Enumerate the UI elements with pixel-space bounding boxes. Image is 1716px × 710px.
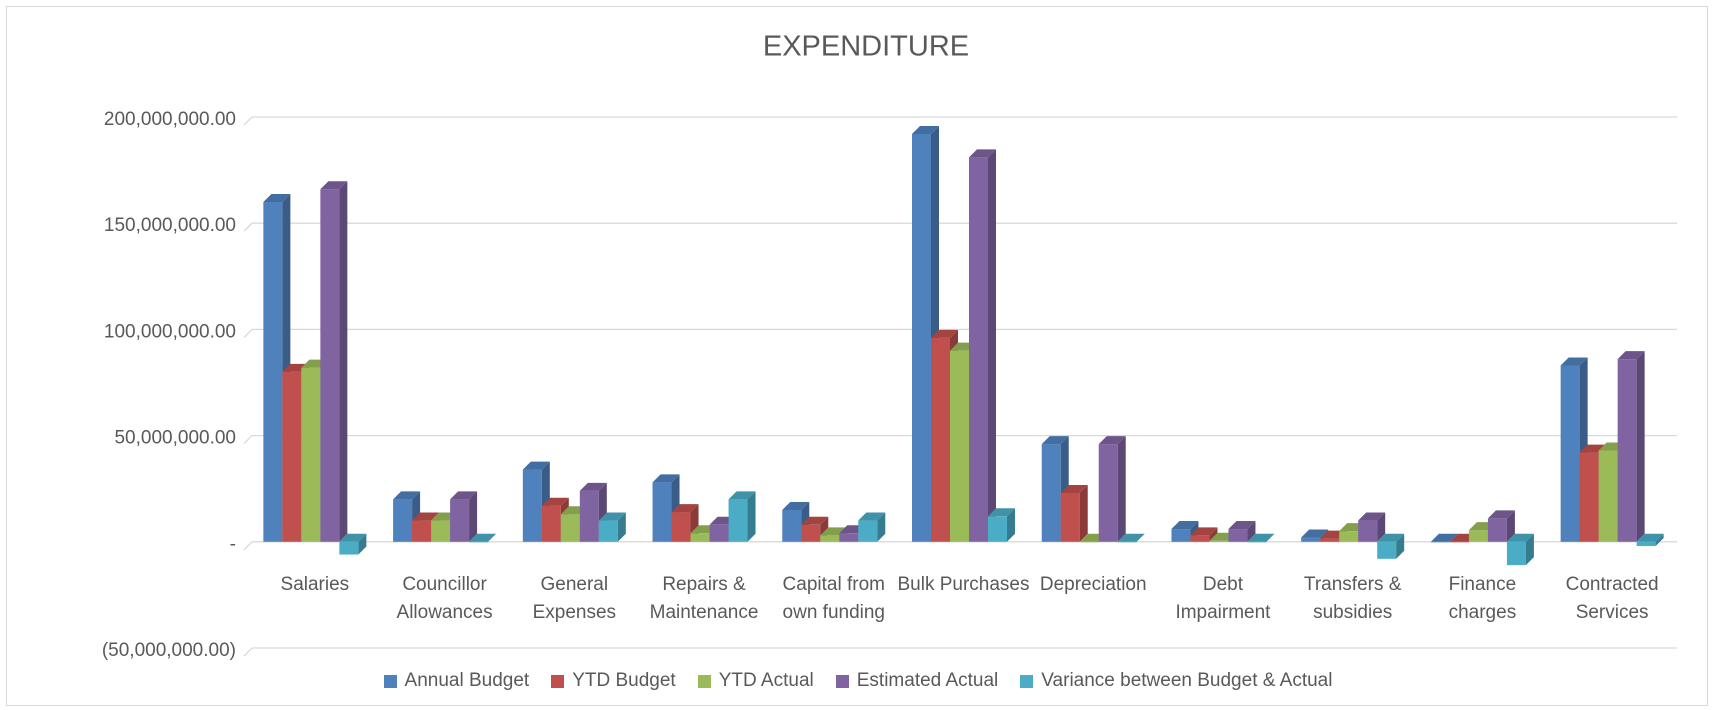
- bar: [969, 149, 996, 542]
- bar: [339, 533, 367, 555]
- legend-item: YTD Budget: [551, 670, 676, 692]
- chart-border: [6, 6, 1708, 706]
- bar: [728, 491, 756, 542]
- grid-line: [243, 222, 1677, 232]
- legend-swatch: [383, 674, 397, 688]
- legend-label: Variance between Budget & Actual: [1041, 670, 1333, 691]
- x-tick-label: General Expenses: [532, 574, 617, 623]
- legend-item: Variance between Budget & Actual: [1020, 670, 1332, 692]
- bar: [1098, 436, 1126, 542]
- grid-line: [243, 434, 1677, 445]
- bar: [598, 512, 626, 542]
- legend-item: Estimated Actual: [835, 670, 999, 692]
- bar: [1247, 533, 1275, 543]
- grid-line: [243, 328, 1677, 338]
- legend-item: YTD Actual: [697, 670, 814, 692]
- bar: [450, 491, 478, 542]
- y-tick-label: 200,000,000.00: [104, 109, 236, 130]
- y-tick-label: (50,000,000.00): [102, 640, 236, 661]
- x-tick-label: Bulk Purchases: [897, 574, 1030, 595]
- legend-label: Annual Budget: [404, 670, 530, 691]
- x-tick-label: Councillor Allowances: [396, 574, 493, 623]
- grid-line: [243, 647, 1677, 657]
- legend-label: YTD Budget: [572, 670, 676, 691]
- legend-label: Estimated Actual: [856, 670, 999, 691]
- bar: [1506, 533, 1534, 566]
- bar: [1636, 533, 1664, 547]
- grid-line: [243, 541, 1677, 551]
- legend-swatch: [835, 674, 849, 688]
- y-tick-label: -: [230, 534, 236, 555]
- bar: [988, 508, 1015, 542]
- bar: [1358, 512, 1386, 542]
- bar: [1190, 527, 1218, 542]
- bar: [1377, 533, 1405, 559]
- x-tick-label: Depreciation: [1039, 574, 1147, 595]
- legend: Annual Budget YTD Budget YTD Actual Estimat…: [0, 670, 1716, 692]
- legend-label: YTD Actual: [718, 670, 814, 691]
- x-tick-label: Repairs & Maintenance: [649, 574, 759, 623]
- legend-item: Annual Budget: [383, 670, 530, 692]
- x-tick-label: Salaries: [280, 574, 350, 595]
- y-tick-label: 100,000,000.00: [104, 321, 236, 342]
- x-tick-label: Debt Impairment: [1175, 574, 1271, 623]
- bar: [1060, 484, 1088, 542]
- x-tick-label: Finance charges: [1448, 574, 1517, 623]
- legend-swatch: [551, 674, 565, 688]
- bar: [1487, 510, 1515, 542]
- grid-line: [243, 116, 1677, 126]
- y-tick-label: 150,000,000.00: [104, 215, 236, 236]
- bar: [1117, 533, 1145, 543]
- y-tick-label: 50,000,000.00: [114, 428, 236, 449]
- legend-swatch: [1020, 674, 1034, 688]
- x-tick-label: Capital from own funding: [782, 574, 885, 623]
- bar: [1617, 351, 1645, 542]
- x-tick-label: Contracted Services: [1565, 574, 1659, 623]
- bar: [1228, 521, 1256, 542]
- bar: [469, 533, 497, 543]
- bar: [858, 512, 886, 542]
- chart-title: EXPENDITURE: [763, 31, 969, 63]
- bar: [320, 181, 348, 542]
- x-tick-label: Transfers & subsidies: [1303, 574, 1402, 623]
- legend-swatch: [697, 674, 711, 688]
- bar: [1430, 533, 1458, 543]
